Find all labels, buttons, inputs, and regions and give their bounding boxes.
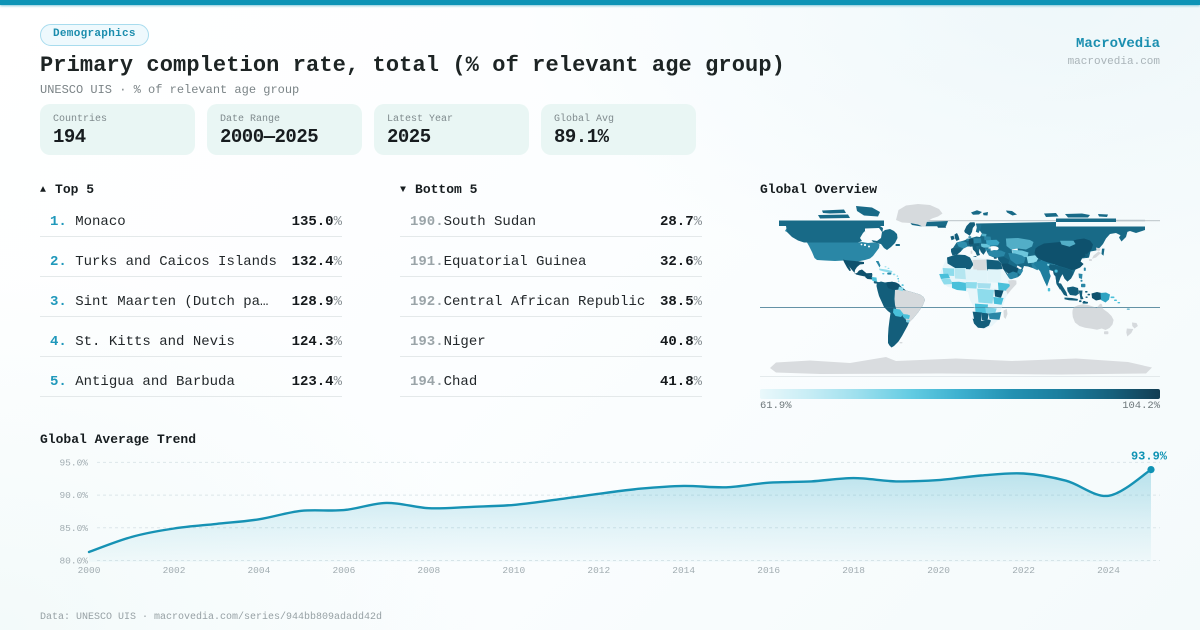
svg-text:2016: 2016: [757, 565, 780, 576]
svg-text:93.9%: 93.9%: [1131, 450, 1168, 464]
svg-text:2020: 2020: [927, 565, 950, 576]
svg-text:2012: 2012: [587, 565, 610, 576]
svg-text:95.0%: 95.0%: [59, 457, 88, 468]
svg-text:90.0%: 90.0%: [59, 490, 88, 501]
svg-text:2002: 2002: [163, 565, 186, 576]
svg-text:2010: 2010: [502, 565, 525, 576]
svg-text:2004: 2004: [247, 565, 270, 576]
svg-text:2014: 2014: [672, 565, 695, 576]
svg-text:80.0%: 80.0%: [59, 556, 88, 567]
svg-text:2006: 2006: [332, 565, 355, 576]
svg-text:2022: 2022: [1012, 565, 1035, 576]
svg-text:2024: 2024: [1097, 565, 1120, 576]
svg-text:2018: 2018: [842, 565, 865, 576]
svg-text:85.0%: 85.0%: [59, 523, 88, 534]
svg-text:2008: 2008: [417, 565, 440, 576]
svg-text:2000: 2000: [78, 565, 101, 576]
